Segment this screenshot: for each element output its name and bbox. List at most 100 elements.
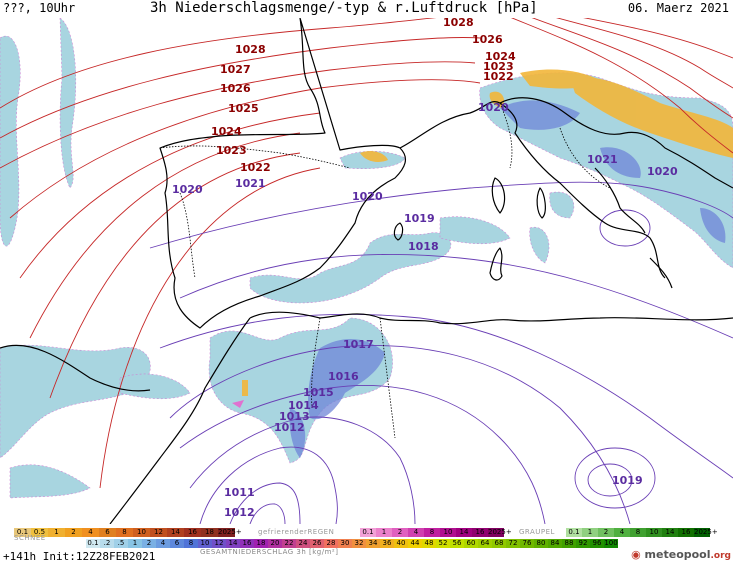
isobar-label: 1012 bbox=[224, 506, 255, 519]
legend-graupel: 0.1 1 2 4 8 10 14 16 2025+ bbox=[566, 528, 718, 537]
legend-swatch: 10 bbox=[133, 528, 150, 537]
legend-swatch: 16 bbox=[678, 528, 694, 537]
isobar-label: 1022 bbox=[240, 161, 271, 174]
time-label: ???, 10Uhr bbox=[3, 1, 76, 15]
legend-swatch: 44 bbox=[408, 539, 422, 548]
legend-swatch: 14 bbox=[167, 528, 184, 537]
legend-swatch: 84 bbox=[548, 539, 562, 548]
legend-swatch: 1 bbox=[48, 528, 65, 537]
isobar-label: 1026 bbox=[472, 33, 503, 46]
isobar-label: 1019 bbox=[612, 474, 643, 487]
isobar-label: 1020 bbox=[352, 190, 383, 203]
legend-swatch: 22 bbox=[282, 539, 296, 548]
legend-swatch: 2 bbox=[598, 528, 614, 537]
heavy-precipitation bbox=[289, 100, 726, 458]
snow-areas bbox=[242, 69, 733, 396]
legend-graupel-label: GRAUPEL bbox=[519, 528, 555, 536]
legend-swatch: 20 bbox=[268, 539, 282, 548]
legend-swatch: 4 bbox=[408, 528, 424, 537]
legend-swatch: 2 bbox=[65, 528, 82, 537]
isobar-label: 1014 bbox=[288, 399, 319, 412]
map-title: 3h Niederschlagsmenge/-typ & r.Luftdruck… bbox=[150, 0, 538, 16]
legend-swatch: 2 bbox=[392, 528, 408, 537]
legend-swatch: 2025+ bbox=[488, 528, 512, 537]
meteopool-logo[interactable]: ◉ meteopool.org bbox=[631, 548, 731, 561]
legend-swatch: 0.5 bbox=[31, 528, 48, 537]
legend-swatch: 64 bbox=[478, 539, 492, 548]
legend-swatch: 6 bbox=[170, 539, 184, 548]
isobar-label: 1023 bbox=[216, 144, 247, 157]
legend-gesamt-label: GESAMTNIEDERSCHLAG 3h [kg/m²] bbox=[200, 548, 339, 556]
isobar-label: 1017 bbox=[343, 338, 374, 351]
isobar-label: 1028 bbox=[235, 43, 266, 56]
country-borders bbox=[159, 102, 611, 439]
legend-swatch: 8 bbox=[116, 528, 133, 537]
legend-swatch: 14 bbox=[226, 539, 240, 548]
legend-freezing-rain: 0.1 1 2 4 8 10 14 16 2025+ bbox=[360, 528, 512, 537]
isobar-label: 1020 bbox=[647, 165, 678, 178]
legend-swatch: 32 bbox=[352, 539, 366, 548]
isobar-label: 1020 bbox=[478, 101, 509, 114]
legend-swatch: 18 bbox=[254, 539, 268, 548]
legend-swatch: 0.1 bbox=[14, 528, 31, 537]
legend-swatch: 24 bbox=[296, 539, 310, 548]
legend-schnee-label: SCHNEE bbox=[14, 534, 46, 542]
isobar-label: 1018 bbox=[408, 240, 439, 253]
legend-swatch: .5 bbox=[114, 539, 128, 548]
legend-swatch: 12 bbox=[212, 539, 226, 548]
isobar-label: 1021 bbox=[235, 177, 266, 190]
legend-swatch: 34 bbox=[366, 539, 380, 548]
isobars-low bbox=[149, 181, 733, 524]
isobar-label: 1015 bbox=[303, 386, 334, 399]
legend-swatch: 68 bbox=[492, 539, 506, 548]
legend-swatch: 14 bbox=[662, 528, 678, 537]
legend-swatch: 8 bbox=[630, 528, 646, 537]
legend-swatch: 48 bbox=[422, 539, 436, 548]
legend-swatch: 2025+ bbox=[694, 528, 718, 537]
legend-swatch: 56 bbox=[450, 539, 464, 548]
isobar-label: 1019 bbox=[404, 212, 435, 225]
legend-swatch: 16 bbox=[184, 528, 201, 537]
legend-swatch: 26 bbox=[310, 539, 324, 548]
legend-swatch: 92 bbox=[576, 539, 590, 548]
legend-swatch: 12 bbox=[150, 528, 167, 537]
legend-swatch: 80 bbox=[534, 539, 548, 548]
isobar-label: 1024 bbox=[485, 50, 516, 63]
legend-swatch: 100 bbox=[604, 539, 618, 548]
isobar-label: 1020 bbox=[172, 183, 203, 196]
legend-swatch: 2 bbox=[142, 539, 156, 548]
isobar-label: 1022 bbox=[483, 70, 514, 83]
forecast-init: +141h Init:12Z28FEB2021 bbox=[3, 550, 156, 563]
legend-swatch: 88 bbox=[562, 539, 576, 548]
legend-swatch: 72 bbox=[506, 539, 520, 548]
legend-swatch: 10 bbox=[646, 528, 662, 537]
legend-swatch: 2025+ bbox=[218, 528, 242, 537]
isobar-label: 1012 bbox=[274, 421, 305, 434]
legend-swatch: 40 bbox=[394, 539, 408, 548]
legend-swatch: 10 bbox=[198, 539, 212, 548]
isobars-high bbox=[0, 18, 733, 489]
legend-swatch: 4 bbox=[614, 528, 630, 537]
legend-swatch: 4 bbox=[156, 539, 170, 548]
legend-swatch: .2 bbox=[100, 539, 114, 548]
legend-swatch: 1 bbox=[582, 528, 598, 537]
legend-swatch: 18 bbox=[201, 528, 218, 537]
legend-swatch: 1 bbox=[128, 539, 142, 548]
legend-swatch: 28 bbox=[324, 539, 338, 548]
legend-swatch: 10 bbox=[440, 528, 456, 537]
legend-swatch: 76 bbox=[520, 539, 534, 548]
legend-snow: 0.1 0.5 1 2 4 6 8 10 12 14 16 18 2025+ bbox=[14, 528, 242, 537]
legend-swatch: 0.1 bbox=[360, 528, 376, 537]
legend-swatch: 36 bbox=[380, 539, 394, 548]
legend-swatch: 14 bbox=[456, 528, 472, 537]
logo-icon: ◉ bbox=[631, 548, 641, 561]
legend-swatch: 4 bbox=[82, 528, 99, 537]
legend-swatch: 60 bbox=[464, 539, 478, 548]
legend-swatch: 30 bbox=[338, 539, 352, 548]
legend-total: 0.1.2.5 1 2 4 6 8 10 12 14 16 18 20 22 24 26 28 30 32 34 36… bbox=[86, 539, 618, 548]
isobar-label: 1023 bbox=[483, 60, 514, 73]
legend-regen-label: gefrierenderREGEN bbox=[258, 528, 335, 536]
isobar-label: 1011 bbox=[224, 486, 255, 499]
legend-swatch: 0.1 bbox=[86, 539, 100, 548]
isobar-label: 1013 bbox=[279, 410, 310, 423]
